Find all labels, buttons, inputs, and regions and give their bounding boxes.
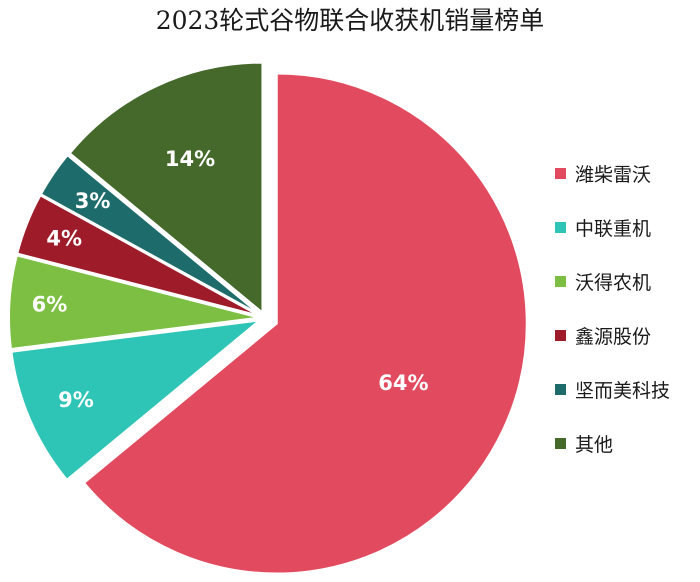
legend-item: 中联重机 xyxy=(555,214,670,240)
legend-swatch xyxy=(555,383,566,395)
slice-percent-label: 9% xyxy=(58,388,94,412)
pie-slices xyxy=(8,61,528,575)
legend-swatch xyxy=(555,329,566,341)
legend-swatch xyxy=(555,221,566,233)
slice-percent-label: 6% xyxy=(32,292,68,316)
chart-title: 2023轮式谷物联合收获机销量榜单 xyxy=(155,6,545,35)
legend-label: 鑫源股份 xyxy=(575,325,652,348)
slice-percent-label: 64% xyxy=(378,371,428,395)
pie-slice xyxy=(8,254,260,351)
legend-label: 坚而美科技 xyxy=(575,379,671,402)
pie-slice xyxy=(68,61,264,315)
legend-swatch xyxy=(555,167,566,179)
pie-slice xyxy=(16,193,260,317)
legend-swatch xyxy=(555,275,566,287)
legend-item: 鑫源股份 xyxy=(555,322,670,348)
legend: 潍柴雷沃 中联重机 沃得农机 鑫源股份 坚而美科技 其他 xyxy=(555,160,670,484)
legend-swatch xyxy=(555,437,566,449)
legend-label: 潍柴雷沃 xyxy=(575,163,652,186)
legend-label: 中联重机 xyxy=(575,217,652,240)
legend-item: 其他 xyxy=(555,430,670,456)
slice-percent-label: 4% xyxy=(46,226,82,250)
legend-label: 沃得农机 xyxy=(575,271,652,294)
legend-item: 沃得农机 xyxy=(555,268,670,294)
slice-percent-label: 14% xyxy=(165,147,215,171)
pie-slice xyxy=(10,318,263,482)
pie-slice xyxy=(39,153,261,316)
legend-item: 坚而美科技 xyxy=(555,376,670,402)
pie-labels: 64% 9% 6% 4% 3% 14% xyxy=(32,147,429,412)
legend-item: 潍柴雷沃 xyxy=(555,160,670,186)
slice-percent-label: 3% xyxy=(75,189,111,213)
legend-label: 其他 xyxy=(575,433,614,456)
pie-slice xyxy=(82,72,528,575)
